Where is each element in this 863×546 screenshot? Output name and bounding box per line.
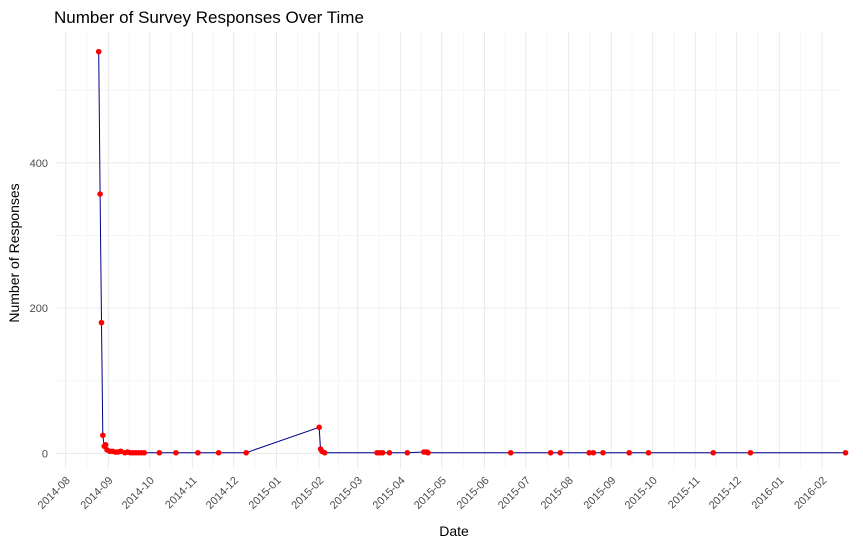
y-tick-label: 0	[42, 448, 48, 460]
data-point	[557, 449, 564, 456]
data-point	[747, 449, 754, 456]
x-tick-label: 2015-09	[581, 475, 618, 512]
data-point	[95, 48, 102, 55]
x-tick-label: 2014-12	[204, 475, 241, 512]
x-tick-label: 2014-11	[163, 475, 199, 511]
data-point	[98, 319, 105, 326]
data-point	[626, 449, 632, 456]
data-point	[586, 449, 593, 456]
x-tick-label: 2014-10	[120, 475, 157, 512]
data-point	[386, 449, 393, 456]
y-tick-label: 400	[30, 158, 48, 170]
data-point	[316, 424, 322, 431]
x-tick-label: 2015-06	[455, 475, 492, 512]
data-point	[507, 449, 514, 456]
x-tick-label: 2015-01	[247, 475, 284, 512]
x-tick-label: 2015-11	[666, 475, 702, 511]
data-point	[842, 449, 849, 456]
data-point	[102, 441, 109, 448]
series-line	[98, 51, 846, 454]
x-tick-label: 2015-05	[412, 475, 449, 512]
data-point	[195, 449, 201, 456]
data-point	[645, 449, 652, 456]
y-axis-label: Number of Responses	[6, 183, 22, 322]
data-point	[547, 449, 554, 456]
data-point	[243, 449, 249, 456]
x-tick-label: 2014-09	[79, 475, 116, 512]
data-point	[600, 449, 606, 456]
data-point	[173, 449, 179, 456]
data-point	[321, 449, 328, 456]
data-point	[141, 449, 147, 456]
data-point	[100, 432, 106, 439]
grid-minor	[56, 32, 840, 468]
data-point	[590, 449, 597, 456]
data-point	[425, 449, 431, 456]
data-point	[710, 449, 717, 456]
x-axis-label: Date	[439, 523, 469, 539]
data-point	[97, 191, 103, 197]
x-tick-label: 2016-02	[792, 475, 829, 512]
data-point	[156, 449, 163, 456]
x-tick-label: 2015-02	[289, 475, 326, 512]
data-point	[379, 449, 386, 456]
x-tick-label: 2016-01	[750, 475, 787, 512]
x-tick-label: 2015-07	[496, 475, 533, 512]
grid-major	[56, 32, 840, 468]
x-tick-label: 2015-04	[371, 475, 408, 512]
x-tick-label: 2014-08	[36, 475, 73, 512]
x-tick-label: 2015-08	[539, 475, 576, 512]
x-tick-label: 2015-12	[707, 475, 744, 512]
data-point	[404, 449, 411, 456]
x-tick-label: 2015-03	[328, 475, 365, 512]
data-point	[215, 449, 222, 456]
series-layer	[95, 48, 849, 456]
y-tick-label: 200	[30, 303, 48, 315]
x-tick-label: 2015-10	[623, 475, 660, 512]
chart-title: Number of Survey Responses Over Time	[54, 8, 364, 27]
